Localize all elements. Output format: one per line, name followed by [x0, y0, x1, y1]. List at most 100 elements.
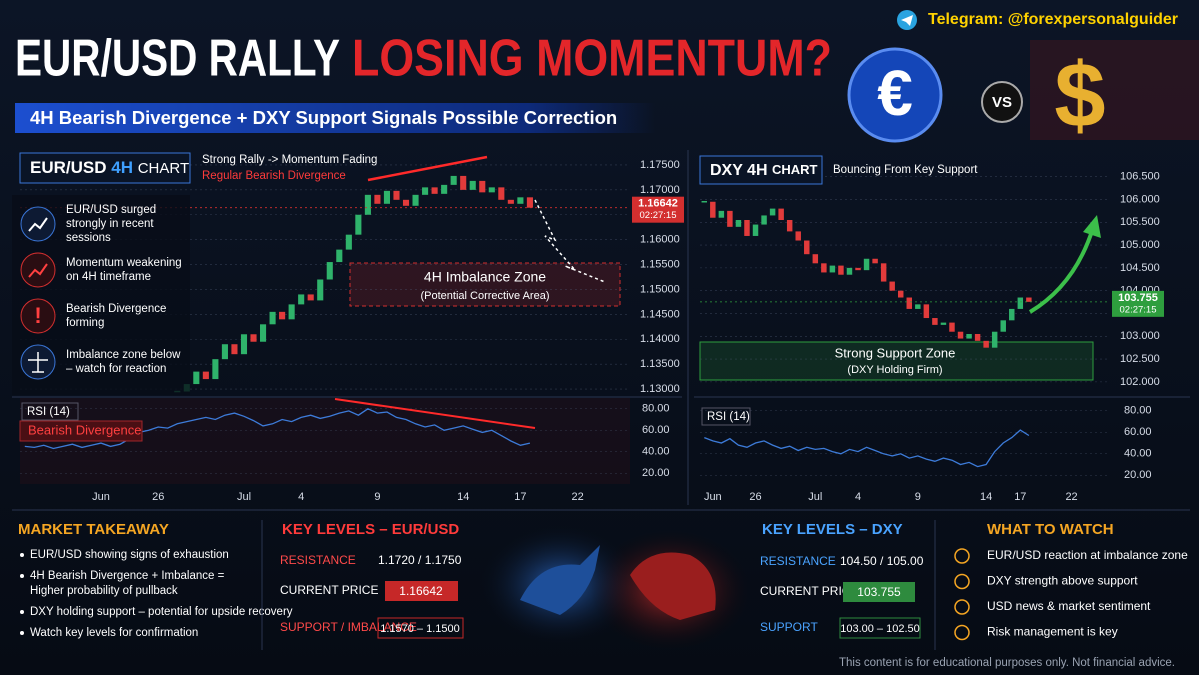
candle [897, 290, 904, 298]
watch-text: Risk management is key [987, 625, 1118, 639]
y-tick-label: 60.00 [1124, 426, 1152, 438]
level-box [839, 617, 921, 639]
candle [526, 197, 533, 208]
projection-arrow [534, 199, 606, 283]
candle [259, 324, 267, 342]
candle [974, 334, 981, 341]
x-tick-label: 4 [298, 491, 304, 503]
badge-word: CHART [138, 160, 189, 177]
candle [298, 294, 305, 305]
bull-shape [520, 545, 600, 615]
candle [769, 208, 776, 216]
level-label: SUPPORT / IMBALANCE [280, 620, 417, 634]
candle [374, 194, 381, 204]
takeaway-text: 4H Bearish Divergence + Imbalance = [30, 570, 225, 582]
watch-text: EUR/USD reaction at imbalance zone [987, 548, 1188, 562]
y-tick-label: 1.15500 [640, 258, 680, 270]
candle [345, 234, 352, 250]
annotation: Bouncing From Key Support [833, 164, 978, 176]
y-tick-label: 1.17000 [640, 184, 680, 196]
annotation: Regular Bearish Divergence [202, 170, 346, 182]
x-tick-label: 14 [457, 491, 469, 503]
level-label: CURRENT PRICE [760, 584, 858, 598]
candle [812, 254, 819, 264]
candle [402, 199, 410, 206]
candle [829, 265, 836, 273]
candle [735, 220, 742, 227]
candle [326, 262, 333, 280]
candle [957, 331, 964, 339]
icon-glyph: ! [34, 303, 41, 328]
level-value: 1.1570 – 1.1500 [380, 623, 460, 635]
euro-coin [847, 47, 943, 143]
candle [507, 199, 514, 204]
y-tick-label: 104.500 [1120, 262, 1160, 274]
x-tick-label: 9 [374, 491, 380, 503]
candle [949, 322, 955, 332]
candle [498, 187, 505, 200]
y-tick-label: 20.00 [1124, 469, 1152, 481]
candle [906, 297, 913, 309]
candle [517, 197, 524, 204]
candle [431, 187, 438, 194]
x-tick-label: Jun [92, 491, 110, 503]
candle [393, 190, 400, 200]
candle [718, 210, 725, 218]
candle [786, 220, 793, 232]
y-tick-label: 1.16000 [640, 234, 680, 246]
x-tick-label: 4 [855, 491, 861, 503]
icon [20, 252, 56, 288]
x-tick-label: 9 [915, 491, 921, 503]
watch-icon [954, 599, 970, 615]
level-label: SUPPORT [760, 620, 818, 634]
eur-badge [19, 152, 191, 184]
x-tick-label: Jul [808, 491, 822, 503]
candle [193, 371, 200, 385]
badge-tf: 4H [111, 158, 133, 177]
rsi-badge [701, 407, 751, 426]
title: EUR/USD RALLY [15, 30, 340, 88]
badge-main: DXY 4H [710, 162, 768, 179]
y-tick-label: 1.14000 [640, 333, 680, 345]
candle [991, 331, 998, 348]
rsi-line [24, 408, 531, 450]
icon-glyph [28, 352, 48, 373]
candle [231, 344, 238, 355]
y-tick-label: 1.14500 [640, 308, 680, 320]
candle [923, 304, 930, 319]
level-value: 104.50 / 105.00 [840, 554, 924, 568]
level-label: CURRENT PRICE [280, 583, 378, 597]
level-value: 1.16642 [399, 584, 443, 598]
x-tick-label: 22 [1065, 491, 1077, 503]
y-tick-label: 102.000 [1120, 376, 1160, 388]
x-tick-label: 14 [980, 491, 992, 503]
divergence-line [367, 155, 488, 182]
point-text: Momentum weakening [66, 257, 182, 269]
candle [932, 318, 938, 325]
candle [880, 263, 887, 282]
candle [966, 334, 972, 339]
eur-badge-text: EUR/USD 4H CHART [30, 158, 189, 177]
candle [412, 194, 419, 206]
candle [855, 267, 861, 271]
current-price-box [1112, 290, 1164, 317]
y-tick-label: 106.000 [1120, 193, 1160, 205]
y-tick-label: 106.500 [1120, 171, 1160, 183]
watch-list: EUR/USD reaction at imbalance zone DXY st… [954, 548, 1188, 641]
level-box [843, 582, 915, 602]
candle [221, 344, 228, 360]
candle [250, 334, 257, 342]
candle [336, 249, 343, 263]
candle [1026, 297, 1032, 302]
rsi-line [704, 429, 1030, 468]
dollar-sign: $ [1054, 44, 1105, 146]
vs-text: VS [992, 94, 1012, 111]
watch-text: DXY strength above support [987, 574, 1138, 588]
watch-icon [954, 548, 970, 564]
point-text: on 4H timeframe [66, 271, 151, 283]
telegram: Telegram: @forexpersonalguider [928, 11, 1178, 28]
candle [422, 187, 429, 195]
point-text: – watch for reaction [66, 363, 166, 375]
candle [872, 258, 878, 264]
